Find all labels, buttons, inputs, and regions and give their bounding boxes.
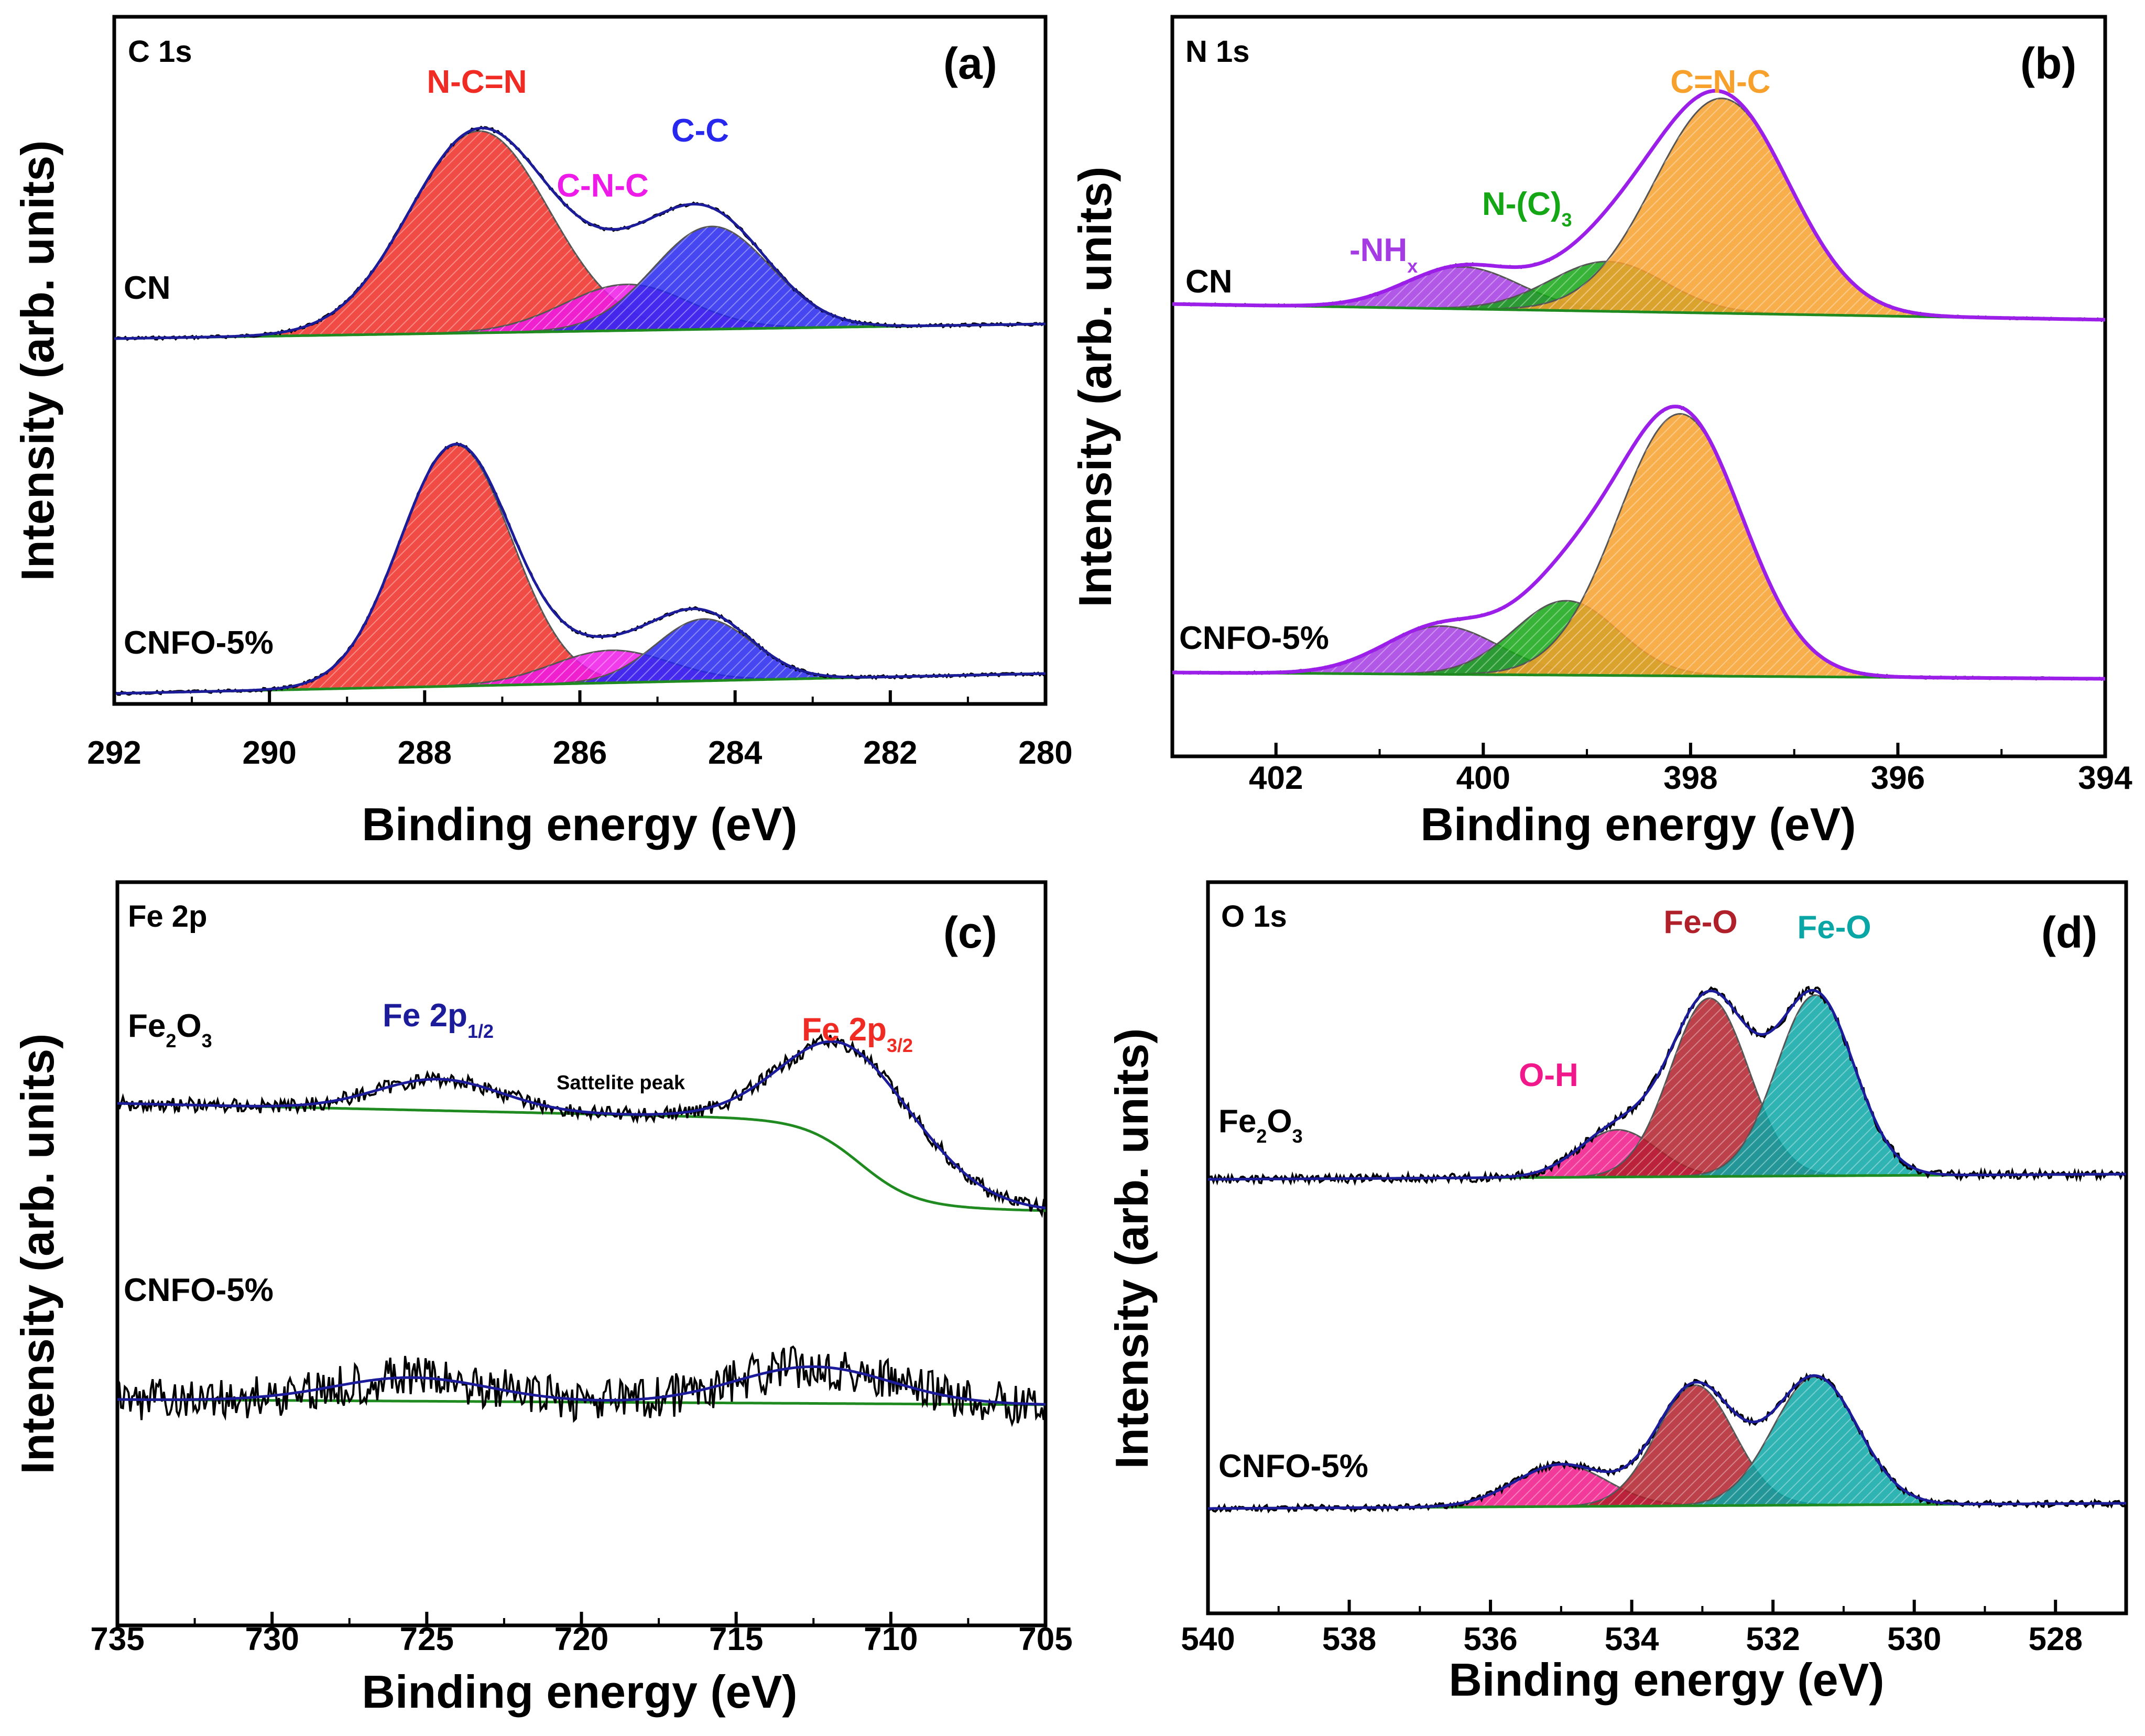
x-tick-label: 292 — [87, 735, 141, 771]
panel-a-sample-1: CN — [124, 270, 171, 306]
x-tick-label: 280 — [1018, 735, 1072, 771]
panel-c-ylabel: Intensity (arb. units) — [12, 1034, 63, 1474]
panel-d-xlabel: Binding energy (eV) — [1449, 1654, 1884, 1706]
panel-d-frame — [1206, 880, 2128, 1615]
panel-a-x-ticks: 292 290 288 286 284 282 280 — [87, 690, 1073, 771]
fitted-envelope — [1172, 405, 2105, 681]
panel-c-plot — [116, 1033, 1047, 1427]
panel-b-sample-2: CNFO-5% — [1179, 620, 1329, 656]
peak-label-feo-2: Fe-O — [1797, 909, 1871, 946]
panel-d-plot — [1207, 985, 2127, 1514]
panel-c-label: (c) — [943, 908, 997, 957]
panel-c-sample-1: Fe2O3 — [128, 1008, 212, 1051]
x-tick-label: 394 — [2078, 760, 2132, 796]
panel-b-xlabel: Binding energy (eV) — [1420, 798, 1856, 850]
peak-label-nc3: N-(C)3 — [1482, 186, 1572, 231]
peak-hatch — [1172, 98, 2105, 320]
x-tick-label: 530 — [1887, 1621, 1941, 1657]
peak-label-feo-1: Fe-O — [1663, 904, 1737, 940]
panel-d-x-ticks: 540 538 536 534 532 530 528 — [1181, 1600, 2127, 1657]
panel-c-frame — [115, 880, 1048, 1628]
panel-a-label: (a) — [943, 39, 997, 88]
panel-a-plot — [114, 125, 1047, 696]
x-tick-label: 725 — [400, 1621, 454, 1657]
peak-hatch — [114, 226, 1046, 339]
fitted-envelope — [117, 1040, 1046, 1210]
x-tick-label: 290 — [242, 735, 296, 771]
panel-b-ylabel: Intensity (arb. units) — [1069, 167, 1121, 607]
fitted-envelope — [114, 126, 1046, 340]
peak-label-cnc: C-N-C — [557, 168, 649, 204]
fitted-envelope — [117, 1365, 1046, 1406]
peak-label-cnc-n: C=N-C — [1670, 64, 1770, 100]
panel-a-ylabel: Intensity (arb. units) — [12, 140, 63, 581]
panel-a: 292 290 288 286 284 282 280 C 1s (a) Binding e… — [12, 15, 1073, 850]
peak-hatch — [1172, 267, 2105, 320]
x-tick-label: 396 — [1871, 760, 1925, 796]
panel-a-sample-2: CNFO-5% — [124, 625, 274, 661]
panel-b-sample-1: CN — [1185, 264, 1233, 300]
panel-c-tag: Fe 2p — [128, 899, 208, 934]
x-tick-label: 288 — [398, 735, 452, 771]
background-line — [117, 1398, 1046, 1406]
x-tick-label: 705 — [1018, 1621, 1072, 1657]
peak-hatch — [114, 650, 1046, 693]
fitted-envelope — [1172, 89, 2106, 322]
peak-hatch — [1208, 998, 2126, 1179]
peak-label-nhx: -NHx — [1349, 232, 1418, 277]
panel-b-label: (b) — [2020, 39, 2076, 88]
x-tick-label: 282 — [863, 735, 917, 771]
x-tick-label: 536 — [1463, 1621, 1517, 1657]
peak-hatch — [1208, 1385, 2126, 1509]
peak-hatch — [1172, 626, 2105, 679]
peak-hatch — [1172, 414, 2105, 679]
x-tick-label: 715 — [709, 1621, 763, 1657]
panel-b-plot — [1172, 89, 2106, 681]
panel-c-sample-2: CNFO-5% — [124, 1272, 274, 1308]
peak-label-oh: O-H — [1519, 1057, 1578, 1093]
x-tick-label: 398 — [1663, 760, 1717, 796]
panel-a-xlabel: Binding energy (eV) — [362, 798, 797, 850]
peak-hatch — [114, 284, 1046, 339]
x-tick-label: 528 — [2029, 1621, 2083, 1657]
peak-label-cc: C-C — [671, 113, 729, 149]
peak-label-fe2p32: Fe 2p3/2 — [802, 1012, 913, 1056]
background-line — [117, 1102, 1046, 1212]
panel-b-tag: N 1s — [1185, 35, 1250, 69]
panel-d-tag: O 1s — [1221, 899, 1287, 934]
panel-b: 402 400 398 396 394 N 1s (b) Binding energy … — [1069, 15, 2132, 850]
panel-b-frame — [1170, 15, 2107, 758]
x-tick-label: 735 — [90, 1621, 144, 1657]
x-tick-label: 710 — [864, 1621, 918, 1657]
panel-d-ylabel: Intensity (arb. units) — [1106, 1028, 1158, 1469]
x-tick-label: 286 — [553, 735, 607, 771]
fitted-envelope — [1208, 989, 2126, 1181]
panel-d-label: (d) — [2041, 908, 2097, 957]
x-tick-label: 284 — [708, 735, 763, 771]
x-tick-label: 540 — [1181, 1621, 1235, 1657]
panel-b-x-ticks: 402 400 398 396 394 — [1171, 743, 2132, 796]
raw-spectrum — [116, 1033, 1047, 1218]
peak-label-fe2p12: Fe 2p1/2 — [383, 997, 494, 1042]
x-tick-label: 400 — [1456, 760, 1510, 796]
satellite-peak-label: Sattelite peak — [557, 1072, 685, 1094]
panel-d-sample-2: CNFO-5% — [1218, 1448, 1368, 1484]
panel-d-sample-1: Fe2O3 — [1218, 1103, 1303, 1147]
panel-a-tag: C 1s — [128, 35, 192, 69]
fitted-envelope — [1208, 1374, 2126, 1510]
panel-a-frame — [112, 15, 1048, 706]
panel-c-x-ticks: 735 730 725 720 715 710 705 — [90, 1612, 1073, 1657]
x-tick-label: 534 — [1605, 1621, 1659, 1657]
x-tick-label: 538 — [1322, 1621, 1376, 1657]
x-tick-label: 402 — [1249, 760, 1303, 796]
x-tick-label: 730 — [245, 1621, 299, 1657]
panel-d: 540 538 536 534 532 530 528 O 1s (d) Binding e… — [1106, 880, 2128, 1706]
x-tick-label: 720 — [554, 1621, 608, 1657]
fitted-envelope — [114, 442, 1046, 695]
panel-c: 735 730 725 720 715 710 705 Fe 2p (c) Binding … — [12, 880, 1073, 1718]
peak-label-ncn: N-C=N — [427, 64, 527, 100]
panel-c-xlabel: Binding energy (eV) — [362, 1666, 797, 1718]
x-tick-label: 532 — [1746, 1621, 1800, 1657]
